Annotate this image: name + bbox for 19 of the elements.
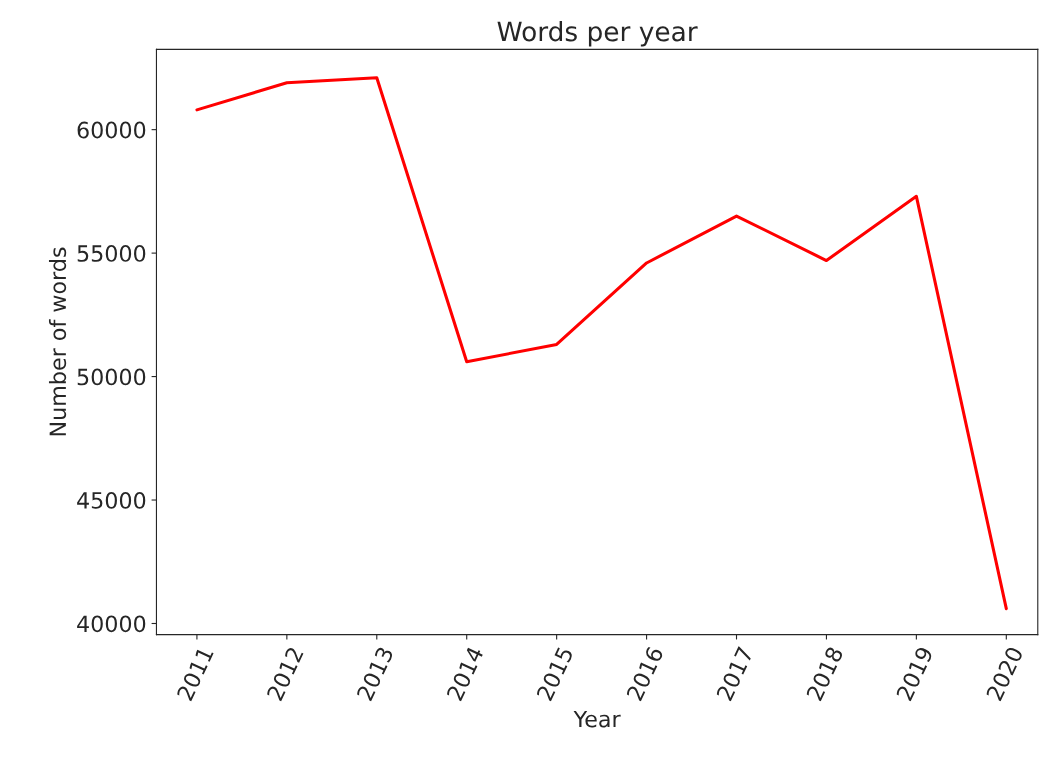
- x-tick-label: 2011: [176, 646, 214, 702]
- x-axis-title: Year: [573, 710, 621, 728]
- line-series: [195, 76, 1008, 611]
- x-tick-label: 2013: [356, 646, 394, 702]
- y-tick-label: 55000: [77, 245, 146, 262]
- y-tick-label: 60000: [77, 121, 146, 139]
- x-tick-label: 2019: [895, 645, 934, 702]
- chart-title: Words per year: [497, 21, 698, 47]
- y-axis-title: Number of words: [48, 247, 67, 436]
- x-tick-label: 2016: [625, 645, 664, 702]
- y-tick-label: 50000: [77, 368, 146, 386]
- y-tick-label: 40000: [77, 615, 146, 633]
- y-tick-label: 45000: [77, 491, 146, 509]
- x-tick-label: 2012: [266, 646, 304, 702]
- x-tick-label: 2017: [715, 646, 754, 702]
- x-tick-label: 2014: [446, 645, 484, 702]
- x-tick-label: 2020: [985, 645, 1024, 702]
- x-tick-label: 2018: [805, 645, 844, 702]
- x-tick-label: 2015: [536, 646, 574, 702]
